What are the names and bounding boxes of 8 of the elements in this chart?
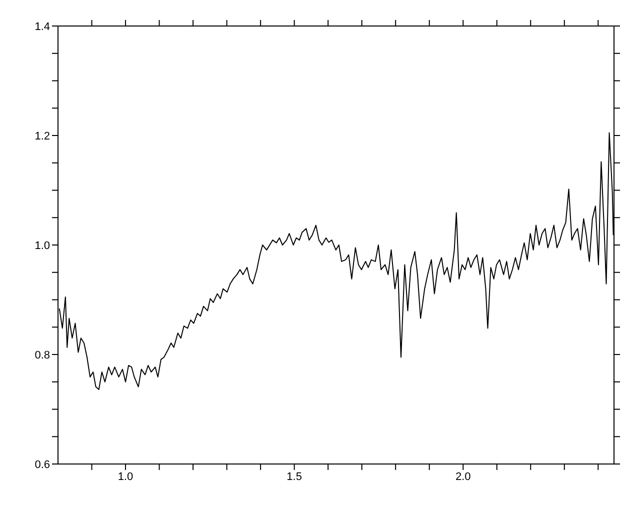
x-tick-label: 1.5 — [286, 470, 302, 483]
y-tick-label: 0.6 — [34, 458, 50, 471]
y-tick-label: 1.0 — [34, 240, 50, 252]
x-tick-label: 2.0 — [455, 470, 471, 483]
y-tick-label: 1.2 — [34, 130, 50, 142]
y-tick-label: 1.4 — [34, 20, 50, 33]
y-tick-label: 0.8 — [34, 349, 50, 362]
x-tick-label: 1.0 — [118, 470, 134, 483]
